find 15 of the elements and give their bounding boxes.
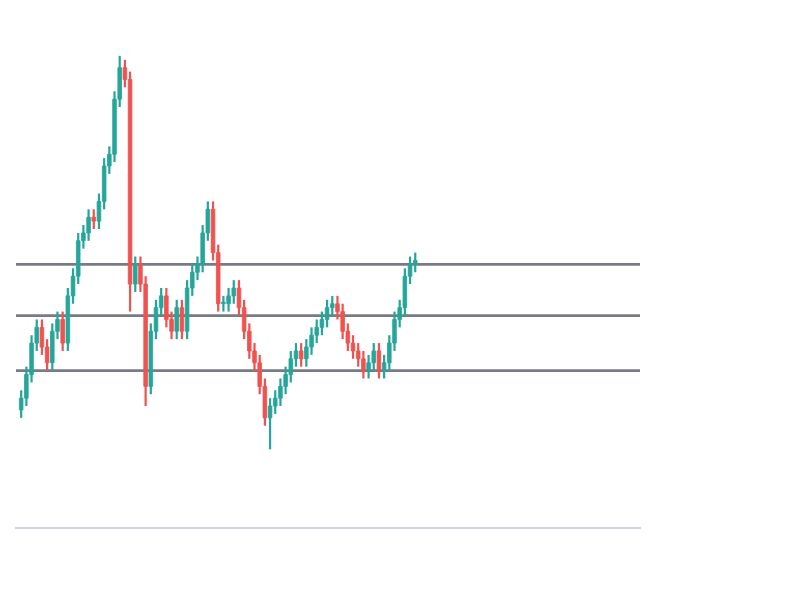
candlestick: [361, 349, 366, 380]
candlestick: [221, 294, 226, 313]
candlestick: [179, 298, 185, 341]
candlestick: [133, 255, 138, 294]
candlestick: [231, 279, 236, 305]
candlestick: [267, 397, 273, 451]
candlestick: [298, 341, 304, 368]
candlestick: [376, 341, 382, 380]
candlestick: [324, 298, 330, 329]
candlestick: [60, 310, 65, 353]
candlestick: [226, 286, 231, 313]
candlestick: [371, 341, 376, 372]
candlestick: [174, 298, 179, 341]
candlestick: [86, 208, 91, 242]
candlestick: [91, 208, 97, 231]
